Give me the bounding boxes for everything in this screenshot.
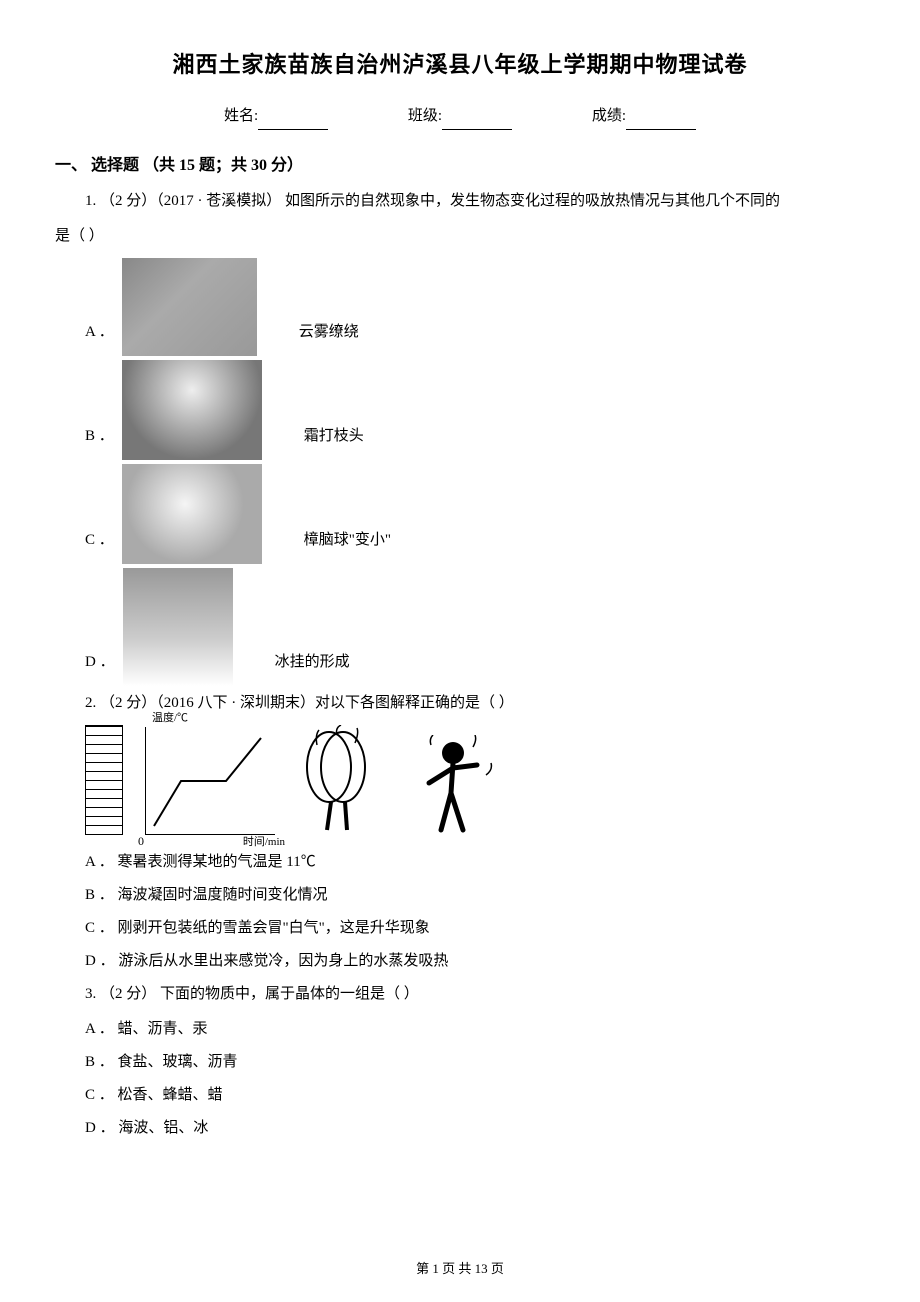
q1-option-D: D ． 冰挂的形成 <box>55 568 865 686</box>
q1-stem-line2: 是（ ） <box>55 223 865 250</box>
q1-A-label: A ． <box>55 319 114 356</box>
mothball-image <box>122 464 262 564</box>
q2-figures-row: 温度/℃ 0 时间/min <box>55 725 865 835</box>
page-footer: 第 1 页 共 13 页 <box>0 1257 920 1280</box>
footer-mid: 页 共 <box>442 1261 471 1276</box>
section-heading: 一、 选择题 （共 15 题；共 30 分） <box>55 152 865 181</box>
thermometer-image <box>85 725 123 835</box>
class-label: 班级: <box>408 108 442 124</box>
q1-option-A: A ． 云雾缭绕 <box>55 258 865 356</box>
exam-title: 湘西土家族苗族自治州泸溪县八年级上学期期中物理试卷 <box>55 45 865 85</box>
footer-total: 13 <box>475 1261 488 1276</box>
q1-option-C: C ． 樟脑球"变小" <box>55 464 865 564</box>
clouds-image <box>122 258 257 356</box>
class-blank <box>442 114 512 130</box>
q2-option-D: D ． 游泳后从水里出来感觉冷，因为身上的水蒸发吸热 <box>55 948 865 975</box>
q1-C-label: C ． <box>55 527 114 564</box>
graph-xlabel: 时间/min <box>243 833 285 853</box>
name-blank <box>258 114 328 130</box>
q3-option-D: D ． 海波、铝、冰 <box>55 1115 865 1142</box>
footer-suffix: 页 <box>491 1261 504 1276</box>
q2-option-C: C ． 刚剥开包装纸的雪盖会冒"白气"，这是升华现象 <box>55 915 865 942</box>
student-info-row: 姓名: 班级: 成绩: <box>55 103 865 130</box>
score-blank <box>626 114 696 130</box>
q1-B-label: B ． <box>55 423 114 460</box>
q3-stem: 3. （2 分） 下面的物质中，属于晶体的一组是（ ） <box>55 981 865 1008</box>
q1-D-text: 冰挂的形成 <box>245 649 350 686</box>
q3-option-B: B ． 食盐、玻璃、沥青 <box>55 1049 865 1076</box>
q1-stem-line1: 1. （2 分）（2017 · 苍溪模拟） 如图所示的自然现象中，发生物态变化过… <box>55 188 865 215</box>
temperature-graph: 温度/℃ 0 时间/min <box>145 727 275 835</box>
q3-option-C: C ． 松香、蜂蜡、蜡 <box>55 1082 865 1109</box>
q2-option-B: B ． 海波凝固时温度随时间变化情况 <box>55 882 865 909</box>
score-label: 成绩: <box>592 108 626 124</box>
frost-image <box>122 360 262 460</box>
q1-B-text: 霜打枝头 <box>274 423 364 460</box>
footer-prefix: 第 <box>416 1261 429 1276</box>
q1-C-text: 樟脑球"变小" <box>274 527 391 564</box>
graph-origin: 0 <box>138 831 144 853</box>
q1-option-B: B ． 霜打枝头 <box>55 360 865 460</box>
name-label: 姓名: <box>224 108 258 124</box>
q1-A-text: 云雾缭绕 <box>269 319 359 356</box>
q1-D-label: D ． <box>55 649 115 686</box>
swimmer-image <box>401 735 506 835</box>
popsicle-image <box>297 725 379 835</box>
footer-page-num: 1 <box>432 1261 439 1276</box>
q3-option-A: A ． 蜡、沥青、汞 <box>55 1016 865 1043</box>
q2-option-A: A ． 寒暑表测得某地的气温是 11℃ <box>55 849 865 876</box>
icicle-image <box>123 568 233 686</box>
